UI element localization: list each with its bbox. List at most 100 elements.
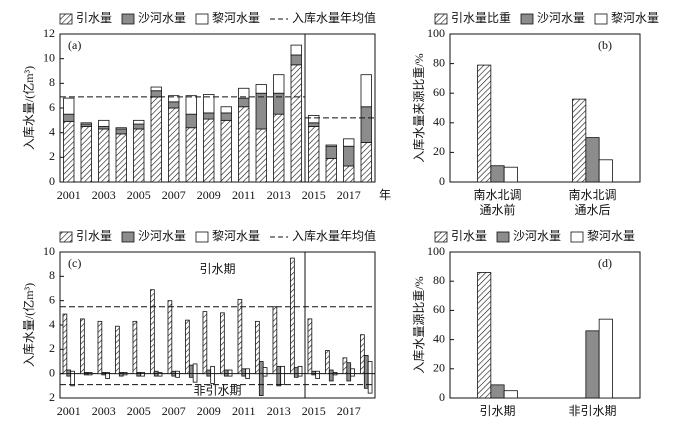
y-axis-label: 入库水量/(亿m³)	[21, 66, 36, 150]
x-tick-label: 2005	[127, 404, 151, 418]
y-tick-label: 60	[433, 85, 445, 99]
bar	[66, 369, 72, 375]
bar	[272, 306, 278, 375]
x-tick-label: 2009	[197, 404, 221, 418]
x-tick-label: 2013	[267, 188, 291, 202]
bar	[220, 312, 225, 375]
bar-segment	[98, 119, 110, 127]
bar-segment	[150, 86, 162, 92]
bar-segment	[308, 122, 320, 127]
bar	[227, 369, 233, 375]
bar-segment	[290, 54, 302, 66]
bar	[157, 373, 163, 377]
bar	[585, 137, 600, 183]
x-tick-label: 2007	[162, 404, 186, 418]
bar	[572, 98, 587, 183]
bar-segment	[360, 106, 372, 143]
bar	[185, 319, 190, 375]
bar	[210, 365, 215, 375]
y-tick-label: 2	[49, 341, 55, 355]
bar	[245, 373, 250, 379]
bar-segment	[273, 113, 285, 183]
panel-label: (d)	[598, 256, 612, 270]
annotation: 非引水期	[193, 384, 241, 398]
bar-segment	[115, 133, 127, 183]
legend-swatch	[195, 231, 209, 243]
legend-label: 入库水量年均值	[292, 228, 376, 243]
y-tick-label: 40	[433, 115, 445, 129]
x-tick-label: 2005	[127, 188, 151, 202]
legend-swatch	[121, 13, 135, 25]
bar	[153, 373, 159, 377]
legend-label: 黎河水量	[212, 229, 260, 243]
legend-swatch	[121, 231, 135, 243]
bar	[206, 369, 212, 375]
bar-segment	[203, 118, 215, 183]
bar	[87, 373, 93, 376]
x-tick-label: 2015	[302, 404, 326, 418]
bar	[132, 320, 138, 375]
bar-segment	[255, 128, 267, 183]
bar-segment	[325, 158, 337, 183]
bar-segment	[238, 97, 250, 108]
bar	[598, 318, 613, 399]
plot-frame	[449, 251, 641, 399]
y-axis-label: 入库水量来源比重/%	[411, 53, 426, 162]
bar	[192, 373, 198, 383]
x-tick-label: 非引水期	[568, 404, 616, 418]
bar-segment	[325, 144, 337, 147]
bar-segment	[80, 122, 92, 125]
bar	[80, 318, 85, 375]
bar	[315, 373, 320, 379]
y-axis-label: 入库水量/(亿m³)	[21, 283, 36, 367]
bar-segment	[343, 165, 355, 183]
x-tick-label: 通水前	[479, 202, 515, 217]
bar	[223, 369, 229, 375]
panel-label: (c)	[68, 256, 81, 270]
bar	[223, 373, 229, 377]
y-tick-label: 10	[43, 244, 55, 258]
bar	[367, 373, 373, 394]
bar-segment	[150, 96, 162, 183]
y-tick-label: 80	[433, 273, 445, 287]
legend-label: 引水量	[76, 11, 112, 25]
y-tick-label: 20	[433, 144, 445, 158]
bar	[167, 300, 173, 375]
bar-segment	[255, 84, 267, 94]
legend-label: 引水量	[76, 229, 112, 243]
bar-segment	[203, 112, 215, 120]
bar	[503, 390, 518, 399]
legend-swatch	[434, 231, 448, 243]
bar	[280, 373, 285, 386]
bar	[192, 363, 198, 375]
bar	[210, 373, 215, 384]
bar	[258, 361, 264, 375]
legend-label: 入库水量年均值	[292, 10, 376, 25]
bar	[297, 373, 303, 377]
legend-swatch	[520, 13, 534, 25]
bar-segment	[63, 121, 75, 183]
bar	[227, 373, 233, 377]
legend-label: 沙河水量	[138, 11, 186, 25]
bar	[363, 355, 369, 375]
bar	[171, 373, 177, 377]
bar-segment	[185, 127, 197, 183]
bar	[350, 368, 355, 375]
bar-segment	[63, 97, 75, 115]
y-tick-label: 0	[439, 174, 445, 188]
y-tick-label: 6	[49, 100, 55, 114]
bar-segment	[133, 119, 145, 125]
bar	[245, 368, 250, 375]
bar-segment	[185, 95, 197, 115]
y-tick-label: 12	[43, 26, 55, 40]
bar-segment	[220, 112, 232, 121]
x-tick-label: 2001	[57, 404, 81, 418]
bar	[490, 384, 505, 399]
y-tick-label: 80	[433, 55, 445, 69]
y-tick-label: 0	[49, 174, 55, 188]
y-tick-label: 0	[49, 365, 55, 379]
bar-segment	[168, 95, 180, 103]
bar-segment	[238, 106, 250, 183]
